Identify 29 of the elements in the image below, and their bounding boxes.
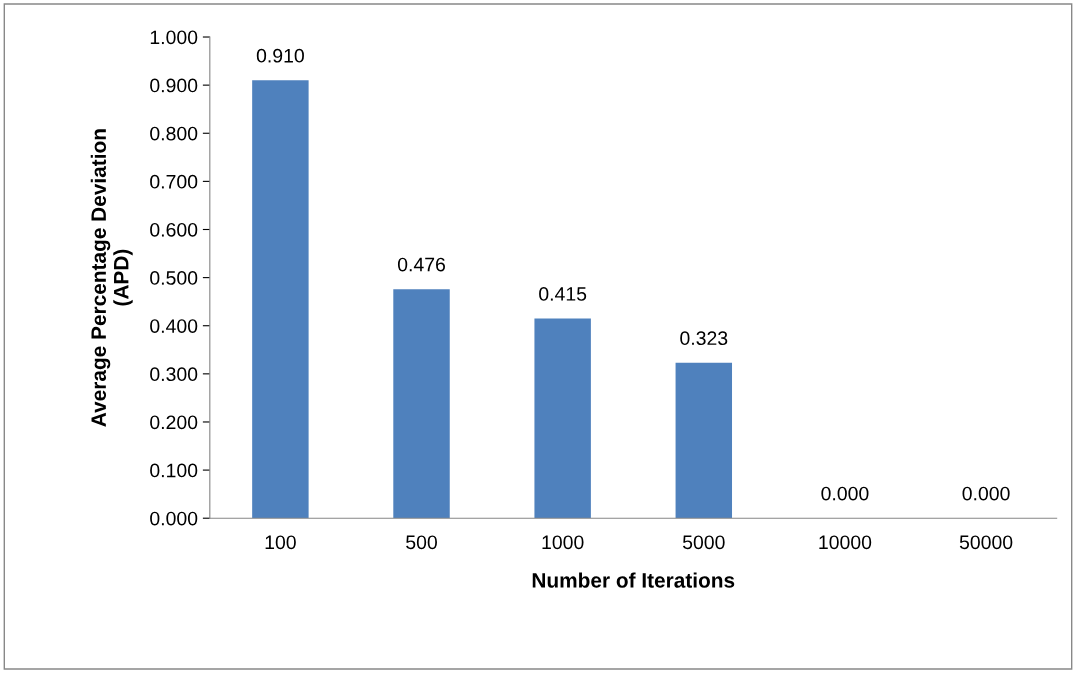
data-label: 0.000 <box>962 486 1010 501</box>
y-tick-label: 0.300 <box>150 367 198 382</box>
y-tick-label: 0.000 <box>150 511 198 526</box>
x-tick-label: 500 <box>406 535 437 550</box>
data-label: 0.415 <box>539 287 587 301</box>
y-tick-label: 0.100 <box>150 463 198 478</box>
y-axis-title: Average Percentage Deviation (APD) <box>90 129 133 427</box>
y-tick-label: 0.800 <box>150 126 198 141</box>
x-tick-label: 5000 <box>682 535 725 550</box>
bar <box>393 289 450 519</box>
y-tick-label: 1.000 <box>150 30 198 45</box>
bar <box>675 362 733 519</box>
x-tick-label: 1000 <box>542 535 584 550</box>
data-label: 0.476 <box>397 257 445 272</box>
x-tick-label: 10000 <box>819 535 872 550</box>
bar <box>252 80 309 519</box>
y-tick-label: 0.500 <box>150 271 198 285</box>
x-tick-label: 100 <box>265 535 296 550</box>
x-axis-title: Number of Iterations <box>532 572 735 588</box>
data-label: 0.910 <box>256 48 304 63</box>
bar <box>534 318 591 519</box>
data-label: 0.000 <box>821 486 869 501</box>
y-tick-label: 0.200 <box>150 415 198 430</box>
y-tick-label: 0.700 <box>150 174 198 189</box>
y-tick-label: 0.600 <box>150 222 198 237</box>
x-tick-label: 50000 <box>959 535 1013 550</box>
y-tick-label: 0.400 <box>150 319 198 333</box>
data-label: 0.323 <box>680 331 728 346</box>
y-tick-label: 0.900 <box>150 78 198 93</box>
